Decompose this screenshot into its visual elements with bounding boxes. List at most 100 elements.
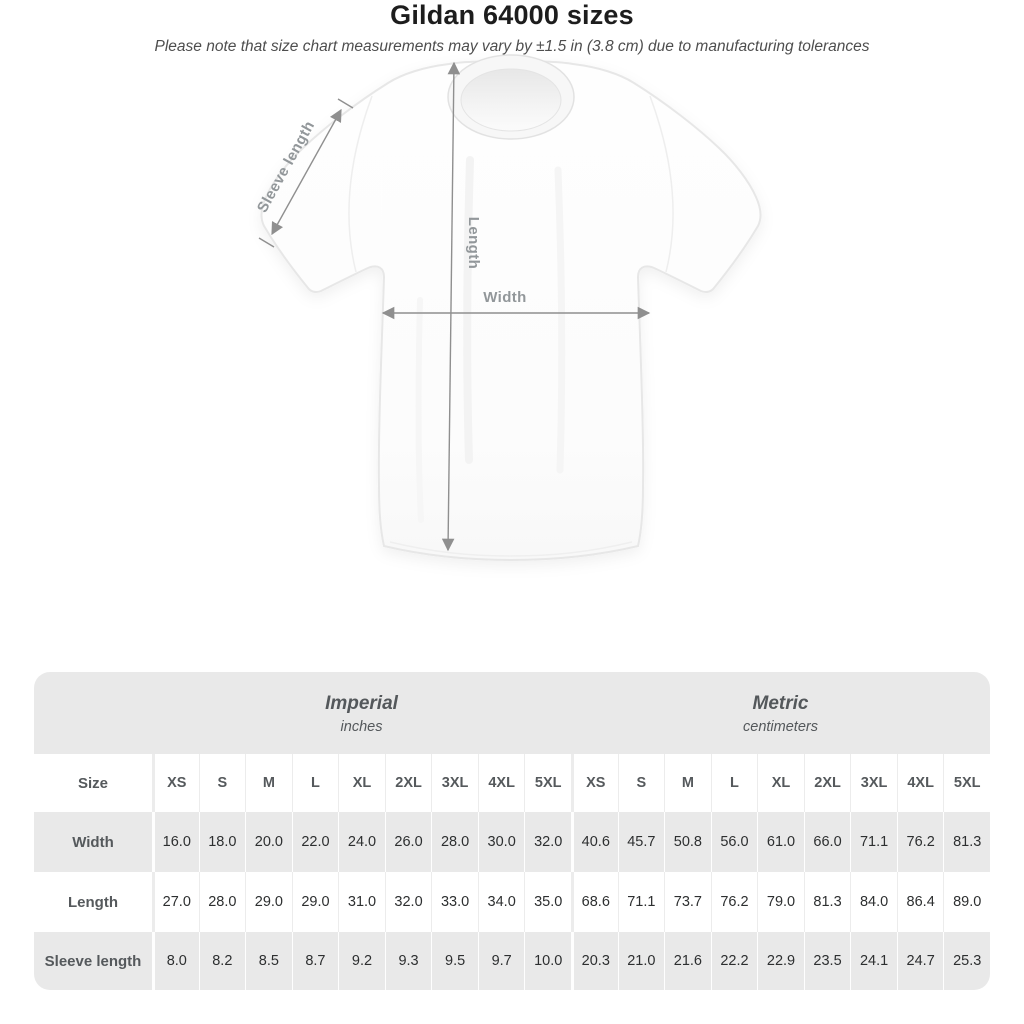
sleeve-length-arrow [258, 98, 354, 248]
sleeve-cell: 24.1 [850, 932, 897, 990]
col-header-imperial-s: S [198, 754, 246, 812]
sleeve-length-row-header: Sleeve length [44, 952, 142, 970]
col-header-metric-4xl: 4XL [896, 754, 944, 812]
sleeve-cell: 9.3 [384, 932, 432, 990]
metric-section-header: Metric centimeters [571, 672, 990, 754]
length-row-header: Length [68, 893, 118, 911]
page-title: Gildan 64000 sizes [390, 0, 634, 30]
col-header-metric-m: M [664, 754, 711, 812]
length-cell: 89.0 [943, 872, 990, 932]
col-header-imperial-xs: XS [152, 754, 199, 812]
col-header-imperial-2xl: 2XL [384, 754, 432, 812]
col-header-metric-s: S [617, 754, 665, 812]
sleeve-cell: 25.3 [943, 932, 990, 990]
width-cell: 28.0 [431, 812, 478, 872]
length-cell: 28.0 [198, 872, 246, 932]
length-row: Length 27.0 28.0 29.0 29.0 31.0 32.0 33.… [34, 872, 990, 932]
col-header-imperial-5xl: 5XL [524, 754, 571, 812]
length-cell: 33.0 [431, 872, 478, 932]
tshirt-measurement-diagram: Width Length Sleeve length [254, 54, 762, 562]
width-cell: 30.0 [477, 812, 525, 872]
imperial-section-header: Imperial inches [152, 672, 571, 754]
length-arrow [441, 61, 461, 552]
width-cell: 81.3 [943, 812, 990, 872]
col-header-metric-5xl: 5XL [943, 754, 990, 812]
sleeve-cell: 22.9 [757, 932, 804, 990]
col-header-imperial-3xl: 3XL [431, 754, 478, 812]
length-label: Length [465, 217, 482, 269]
col-header-metric-3xl: 3XL [850, 754, 897, 812]
imperial-unit: inches [340, 719, 383, 735]
width-label: Width [483, 289, 527, 306]
units-header-band: Imperial inches Metric centimeters [34, 672, 990, 754]
collar-opening [460, 68, 562, 132]
band-spacer [34, 672, 152, 754]
tolerance-note: Please note that size chart measurements… [154, 38, 870, 55]
width-cell: 26.0 [384, 812, 432, 872]
width-cell: 76.2 [896, 812, 944, 872]
sleeve-cell: 8.0 [152, 932, 199, 990]
sleeve-cell: 8.5 [245, 932, 292, 990]
sleeve-cell: 22.2 [710, 932, 758, 990]
width-cell: 20.0 [245, 812, 292, 872]
col-header-imperial-xl: XL [338, 754, 385, 812]
length-cell: 81.3 [803, 872, 851, 932]
col-header-metric-xl: XL [757, 754, 804, 812]
length-cell: 32.0 [384, 872, 432, 932]
sleeve-cell: 9.7 [477, 932, 525, 990]
length-cell: 31.0 [338, 872, 385, 932]
sleeve-cell: 23.5 [803, 932, 851, 990]
col-header-metric-2xl: 2XL [803, 754, 851, 812]
col-header-imperial-m: M [245, 754, 292, 812]
length-cell: 73.7 [664, 872, 711, 932]
width-cell: 32.0 [524, 812, 571, 872]
length-cell: 76.2 [710, 872, 758, 932]
col-header-imperial-4xl: 4XL [477, 754, 525, 812]
sleeve-cell: 10.0 [524, 932, 571, 990]
sleeve-length-row: Sleeve length 8.0 8.2 8.5 8.7 9.2 9.3 9.… [34, 932, 990, 990]
col-header-metric-xs: XS [571, 754, 618, 812]
metric-title: Metric [752, 693, 809, 714]
length-cell: 84.0 [850, 872, 897, 932]
sleeve-cell: 20.3 [571, 932, 618, 990]
length-cell: 71.1 [617, 872, 665, 932]
width-cell: 40.6 [571, 812, 618, 872]
sleeve-cell: 9.2 [338, 932, 385, 990]
length-cell: 68.6 [571, 872, 618, 932]
left-sleeve-seam [348, 95, 373, 273]
title-block: Gildan 64000 sizes Please note that size… [0, 0, 1024, 56]
hem-stitch [389, 541, 633, 557]
size-header-row: Size XS S M L XL 2XL 3XL 4XL 5XL XS S M … [34, 754, 990, 812]
length-cell: 29.0 [245, 872, 292, 932]
size-chart-table: Imperial inches Metric centimeters Size … [34, 672, 990, 990]
width-cell: 61.0 [757, 812, 804, 872]
width-cell: 66.0 [803, 812, 851, 872]
imperial-title: Imperial [325, 693, 398, 714]
width-cell: 24.0 [338, 812, 385, 872]
width-row: Width 16.0 18.0 20.0 22.0 24.0 26.0 28.0… [34, 812, 990, 872]
sleeve-cell: 21.6 [664, 932, 711, 990]
length-cell: 35.0 [524, 872, 571, 932]
length-cell: 29.0 [291, 872, 339, 932]
length-cell: 79.0 [757, 872, 804, 932]
sleeve-cell: 21.0 [617, 932, 665, 990]
sleeve-cell: 8.7 [291, 932, 339, 990]
width-cell: 45.7 [617, 812, 665, 872]
tshirt-graphic [260, 54, 762, 562]
col-header-imperial-l: L [291, 754, 339, 812]
length-cell: 86.4 [896, 872, 944, 932]
sleeve-cell: 9.5 [431, 932, 478, 990]
size-row-header: Size [77, 774, 108, 792]
length-cell: 27.0 [152, 872, 199, 932]
metric-unit: centimeters [743, 719, 818, 735]
sleeve-cell: 8.2 [198, 932, 246, 990]
width-cell: 22.0 [291, 812, 339, 872]
width-cell: 56.0 [710, 812, 758, 872]
right-sleeve-seam [649, 95, 674, 273]
sleeve-cell: 24.7 [896, 932, 944, 990]
col-header-metric-l: L [710, 754, 758, 812]
width-row-header: Width [72, 833, 114, 851]
width-cell: 50.8 [664, 812, 711, 872]
width-cell: 18.0 [198, 812, 246, 872]
